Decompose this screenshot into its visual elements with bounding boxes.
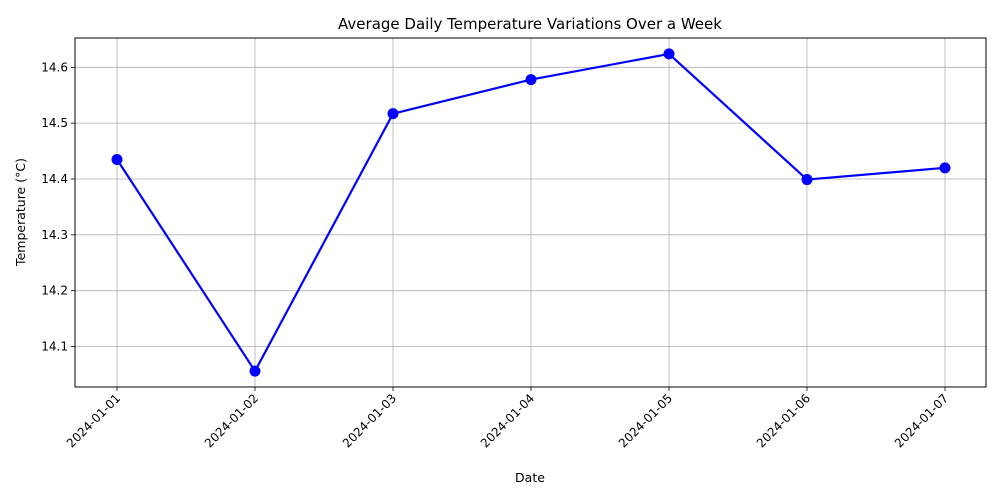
x-tick-label: 2024-01-04 <box>478 391 537 450</box>
data-point <box>939 162 951 174</box>
x-tick-label: 2024-01-01 <box>64 391 123 450</box>
y-tick-label: 14.3 <box>41 228 68 242</box>
x-tick-label: 2024-01-05 <box>616 391 675 450</box>
data-point <box>249 365 261 377</box>
x-tick-label: 2024-01-06 <box>754 391 813 450</box>
data-point <box>387 108 399 120</box>
x-tick-label: 2024-01-03 <box>340 391 399 450</box>
chart-title: Average Daily Temperature Variations Ove… <box>338 15 722 33</box>
x-axis: 2024-01-01 2024-01-02 2024-01-03 2024-01-04… <box>64 387 951 450</box>
y-axis: 14.1 14.2 14.3 14.4 14.5 14.6 <box>41 60 75 354</box>
y-tick-label: 14.4 <box>41 172 68 186</box>
y-tick-label: 14.2 <box>41 284 68 298</box>
x-tick-label: 2024-01-02 <box>202 391 261 450</box>
x-axis-label: Date <box>515 470 545 485</box>
y-tick-label: 14.1 <box>41 340 68 354</box>
x-tick-label: 2024-01-07 <box>892 391 951 450</box>
data-points <box>111 48 951 377</box>
data-point <box>663 48 675 60</box>
plot-frame <box>74 37 987 388</box>
data-point <box>801 174 813 186</box>
y-axis-label: Temperature (°C) <box>13 158 28 267</box>
y-tick-label: 14.6 <box>41 60 68 74</box>
grid <box>75 38 986 387</box>
data-point <box>525 74 537 86</box>
data-point <box>111 153 123 165</box>
y-tick-label: 14.5 <box>41 116 68 130</box>
